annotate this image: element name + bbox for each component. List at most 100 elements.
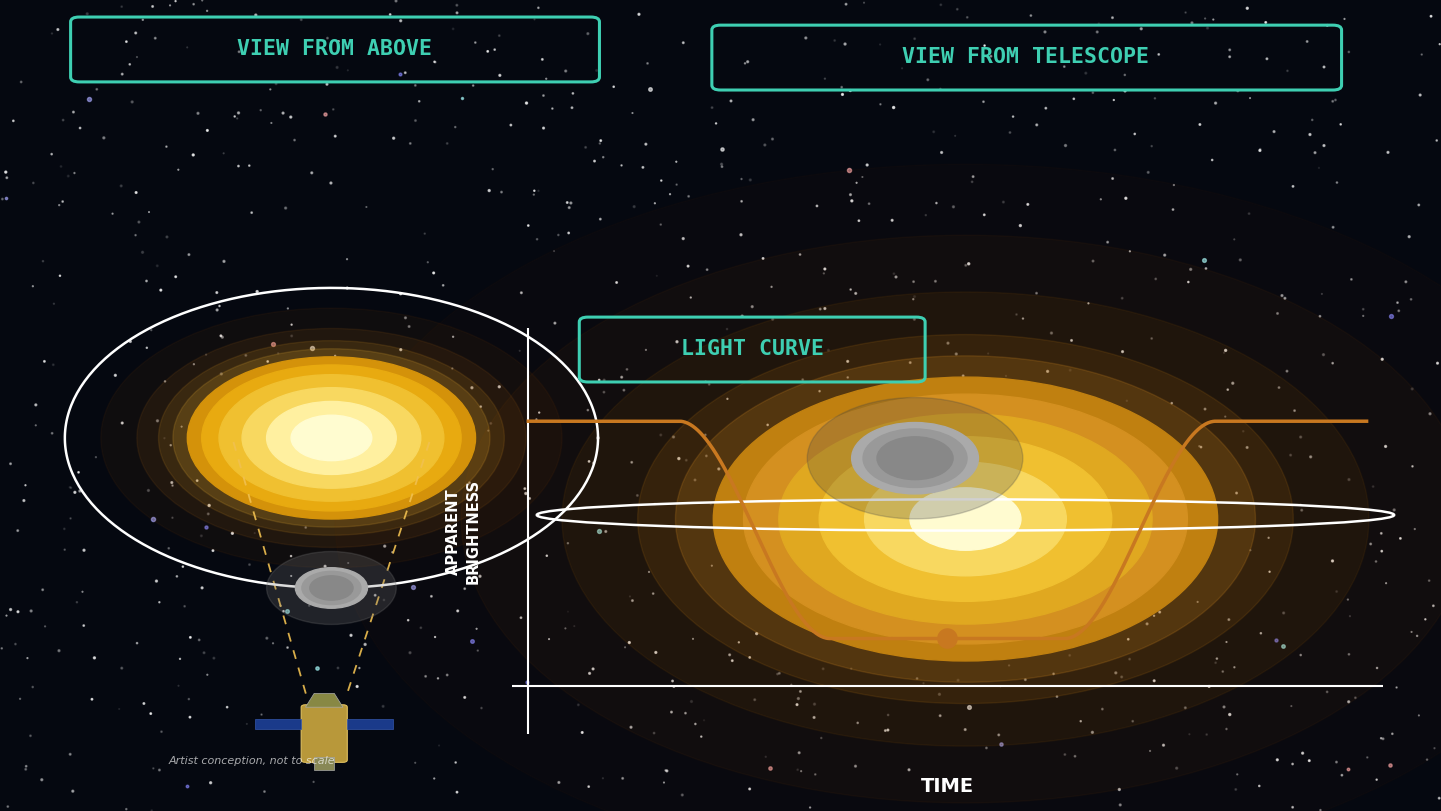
Point [957,257,980,270]
Point [561,101,584,114]
Point [396,614,419,627]
Point [210,331,233,344]
Point [301,341,324,354]
Point [372,594,395,607]
Point [693,714,716,727]
Point [53,543,76,556]
Point [317,478,340,491]
Point [1226,768,1249,781]
Point [1298,128,1321,141]
Point [666,178,689,191]
Point [1043,630,1066,643]
Point [1295,35,1319,48]
Point [870,504,893,517]
Point [1179,263,1202,276]
Point [830,81,853,94]
Point [902,275,925,288]
Point [716,506,739,519]
Point [14,763,37,776]
Point [1123,127,1146,140]
Point [447,427,470,440]
Point [1115,394,1138,407]
Point [1386,296,1409,309]
Point [826,425,849,438]
Point [1195,728,1218,741]
Point [465,622,488,635]
Point [40,27,63,40]
Point [794,32,817,45]
Point [118,58,141,71]
Point [875,554,898,567]
Point [71,586,94,599]
Point [1428,792,1441,805]
Point [393,311,416,324]
Point [677,190,700,203]
Point [403,757,427,770]
Point [527,2,550,15]
Point [1019,9,1042,22]
Point [1185,480,1208,493]
Point [140,324,163,337]
Point [1200,153,1223,166]
Point [1340,272,1363,285]
Point [182,0,205,11]
Point [885,271,908,284]
Point [1088,17,1111,30]
Point [49,160,72,173]
Point [1101,172,1124,185]
Point [708,462,731,475]
Point [1404,522,1427,535]
Point [177,248,200,261]
Point [1411,48,1434,61]
Point [1236,2,1259,15]
Point [327,35,350,48]
Point [1097,401,1120,414]
Point [839,188,862,201]
Point [1048,414,1071,427]
Point [1405,629,1428,642]
Circle shape [778,414,1153,624]
Point [336,281,359,294]
Point [300,166,323,179]
Point [14,478,37,491]
Bar [255,719,301,729]
Point [1137,166,1160,179]
Point [65,596,88,609]
Point [316,78,339,91]
Point [1085,25,1108,38]
Point [682,633,705,646]
Point [457,478,480,491]
Point [736,55,759,68]
Point [398,320,421,333]
Point [389,68,412,81]
Point [176,780,199,793]
Point [170,420,193,433]
Point [1218,43,1241,56]
Point [738,651,761,664]
Point [840,663,863,676]
Point [1223,233,1246,246]
Point [924,631,947,644]
Point [1014,673,1038,686]
Point [1114,191,1137,204]
Point [280,318,303,331]
Point [620,721,643,734]
Point [654,764,677,777]
Point [110,0,133,13]
Point [1027,460,1050,473]
Point [610,159,633,172]
Point [1029,528,1052,541]
Point [1140,332,1163,345]
Point [674,453,697,466]
Point [1372,732,1395,745]
Point [140,804,163,811]
Circle shape [303,571,360,605]
Point [1281,757,1304,770]
Point [303,775,326,788]
Point [650,218,673,231]
Point [1161,203,1185,216]
Point [519,492,542,505]
Point [1225,487,1248,500]
Point [363,589,386,602]
Point [336,64,359,77]
